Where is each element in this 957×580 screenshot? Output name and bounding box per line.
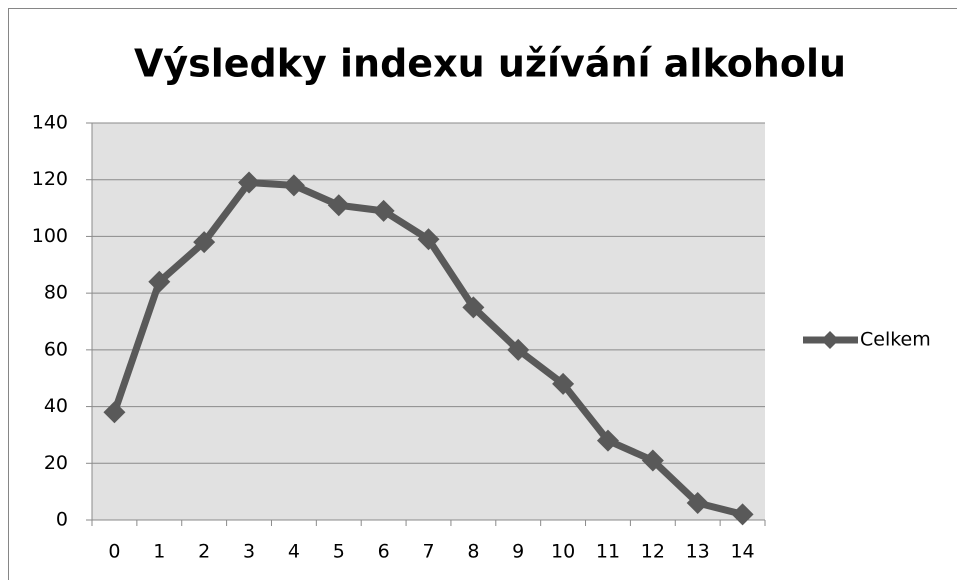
y-tick-label: 80 bbox=[44, 282, 68, 304]
x-tick-label: 9 bbox=[512, 541, 524, 563]
data-point bbox=[462, 296, 485, 319]
x-tick-label: 6 bbox=[378, 541, 390, 563]
y-tick-label: 60 bbox=[44, 338, 68, 360]
data-point bbox=[731, 503, 754, 526]
x-tick-label: 12 bbox=[641, 541, 665, 563]
y-tick-label: 120 bbox=[32, 168, 68, 190]
y-tick-label: 40 bbox=[44, 395, 68, 417]
data-point bbox=[552, 372, 575, 395]
chart-title: Výsledky indexu užívání alkoholu bbox=[134, 42, 846, 86]
legend-marker bbox=[821, 331, 839, 349]
x-tick-label: 13 bbox=[686, 541, 710, 563]
x-tick-label: 5 bbox=[333, 541, 345, 563]
data-point bbox=[372, 199, 395, 222]
data-point bbox=[686, 491, 709, 514]
data-point bbox=[238, 171, 261, 194]
x-tick-label: 0 bbox=[108, 541, 120, 563]
data-point bbox=[148, 270, 171, 293]
x-tick-label: 4 bbox=[288, 541, 300, 563]
x-tick-label: 7 bbox=[422, 541, 434, 563]
plot-area bbox=[92, 123, 765, 520]
legend-label: Celkem bbox=[860, 329, 931, 351]
y-tick-label: 0 bbox=[56, 509, 68, 531]
x-tick-label: 2 bbox=[198, 541, 210, 563]
x-tick-label: 11 bbox=[596, 541, 620, 563]
x-tick-label: 3 bbox=[243, 541, 255, 563]
data-point bbox=[596, 429, 619, 452]
x-tick-label: 10 bbox=[551, 541, 575, 563]
data-point bbox=[417, 228, 440, 251]
x-tick-label: 1 bbox=[153, 541, 165, 563]
x-tick-label: 14 bbox=[730, 541, 754, 563]
y-tick-label: 140 bbox=[32, 112, 68, 134]
data-point bbox=[507, 338, 530, 361]
x-tick-label: 8 bbox=[467, 541, 479, 563]
data-point bbox=[327, 194, 350, 217]
y-tick-label: 100 bbox=[32, 225, 68, 247]
data-point bbox=[641, 449, 664, 472]
y-tick-label: 20 bbox=[44, 452, 68, 474]
data-point bbox=[103, 401, 126, 424]
data-point bbox=[193, 231, 216, 254]
data-point bbox=[282, 174, 305, 197]
